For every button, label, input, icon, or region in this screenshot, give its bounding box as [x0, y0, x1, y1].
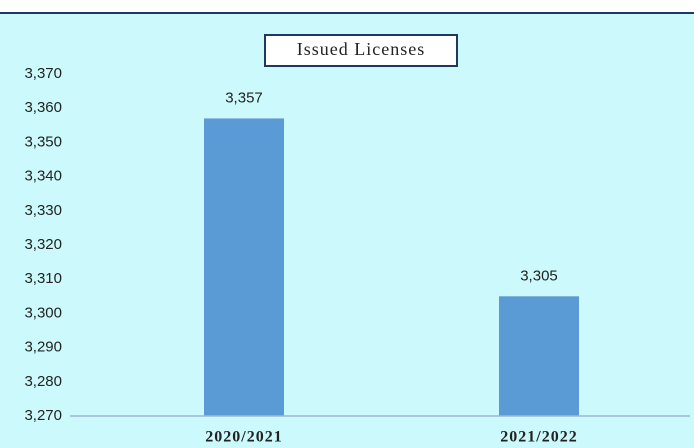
y-tick-label: 3,290	[24, 339, 62, 356]
y-tick-label: 3,320	[24, 236, 62, 253]
y-tick-label: 3,270	[24, 407, 62, 424]
y-tick-label: 3,370	[24, 65, 62, 82]
bar	[204, 118, 284, 417]
y-tick-label: 3,340	[24, 168, 62, 185]
title-box	[264, 34, 458, 67]
y-tick-label: 3,350	[24, 133, 62, 150]
chart-title: Issued Licenses	[297, 39, 425, 59]
y-tick-label: 3,360	[24, 99, 62, 116]
value-label: 3,357	[225, 89, 263, 106]
top-strip	[0, 0, 694, 12]
y-tick-label: 3,330	[24, 202, 62, 219]
y-tick-label: 3,280	[24, 373, 62, 390]
bar	[499, 296, 579, 416]
value-label: 3,305	[520, 267, 558, 284]
y-tick-label: 3,310	[24, 270, 62, 287]
y-tick-label: 3,300	[24, 304, 62, 321]
x-tick-label: 2020/2021	[205, 429, 282, 446]
x-tick-label: 2021/2022	[500, 429, 577, 446]
